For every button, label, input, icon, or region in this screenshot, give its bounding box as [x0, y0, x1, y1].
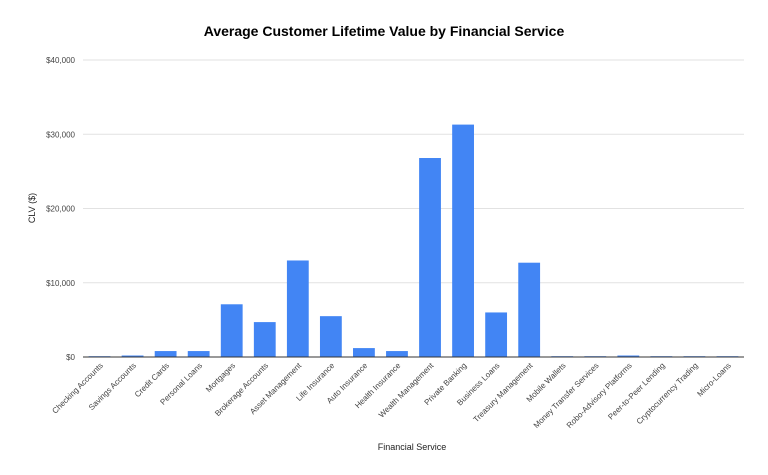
bar: [286, 260, 309, 357]
gridlines: [83, 59, 744, 284]
x-tick-label: Micro-Loans: [695, 361, 732, 398]
x-tick-label: Robo-Advisory Platforms: [565, 361, 634, 430]
bars: [88, 124, 739, 357]
y-tick-label: $30,000: [46, 130, 75, 139]
x-axis-title: Financial Service: [378, 442, 447, 452]
y-axis-title: CLV ($): [27, 193, 37, 223]
bar: [154, 351, 177, 357]
x-tick-label: Wealth Management: [377, 361, 436, 420]
x-tick-label: Mortgages: [204, 361, 237, 394]
bar: [518, 262, 541, 357]
x-tick-label: Cryptocurrency Trading: [635, 361, 700, 426]
bar: [386, 351, 408, 357]
chart-title: Average Customer Lifetime Value by Finan…: [204, 23, 565, 39]
x-tick-label: Peer-to-Peer Lending: [606, 361, 666, 421]
y-tick-label: $0: [66, 353, 75, 362]
bar: [220, 304, 243, 357]
y-tick-label: $10,000: [46, 279, 75, 288]
bar: [617, 355, 640, 357]
y-tick-label: $40,000: [46, 56, 75, 65]
bar: [121, 355, 144, 357]
bar: [419, 158, 441, 357]
bar: [353, 348, 375, 357]
x-tick-label: Money Transfer Services: [532, 361, 601, 430]
bar: [253, 322, 276, 357]
bar: [187, 351, 210, 357]
x-tick-label: Treasury Management: [472, 361, 536, 425]
bar: [319, 316, 342, 357]
y-tick-label: $20,000: [46, 205, 75, 214]
bar: [452, 124, 474, 357]
y-axis-ticks: $0 $10,000 $20,000 $30,000 $40,000: [46, 56, 75, 362]
bar: [485, 312, 508, 357]
